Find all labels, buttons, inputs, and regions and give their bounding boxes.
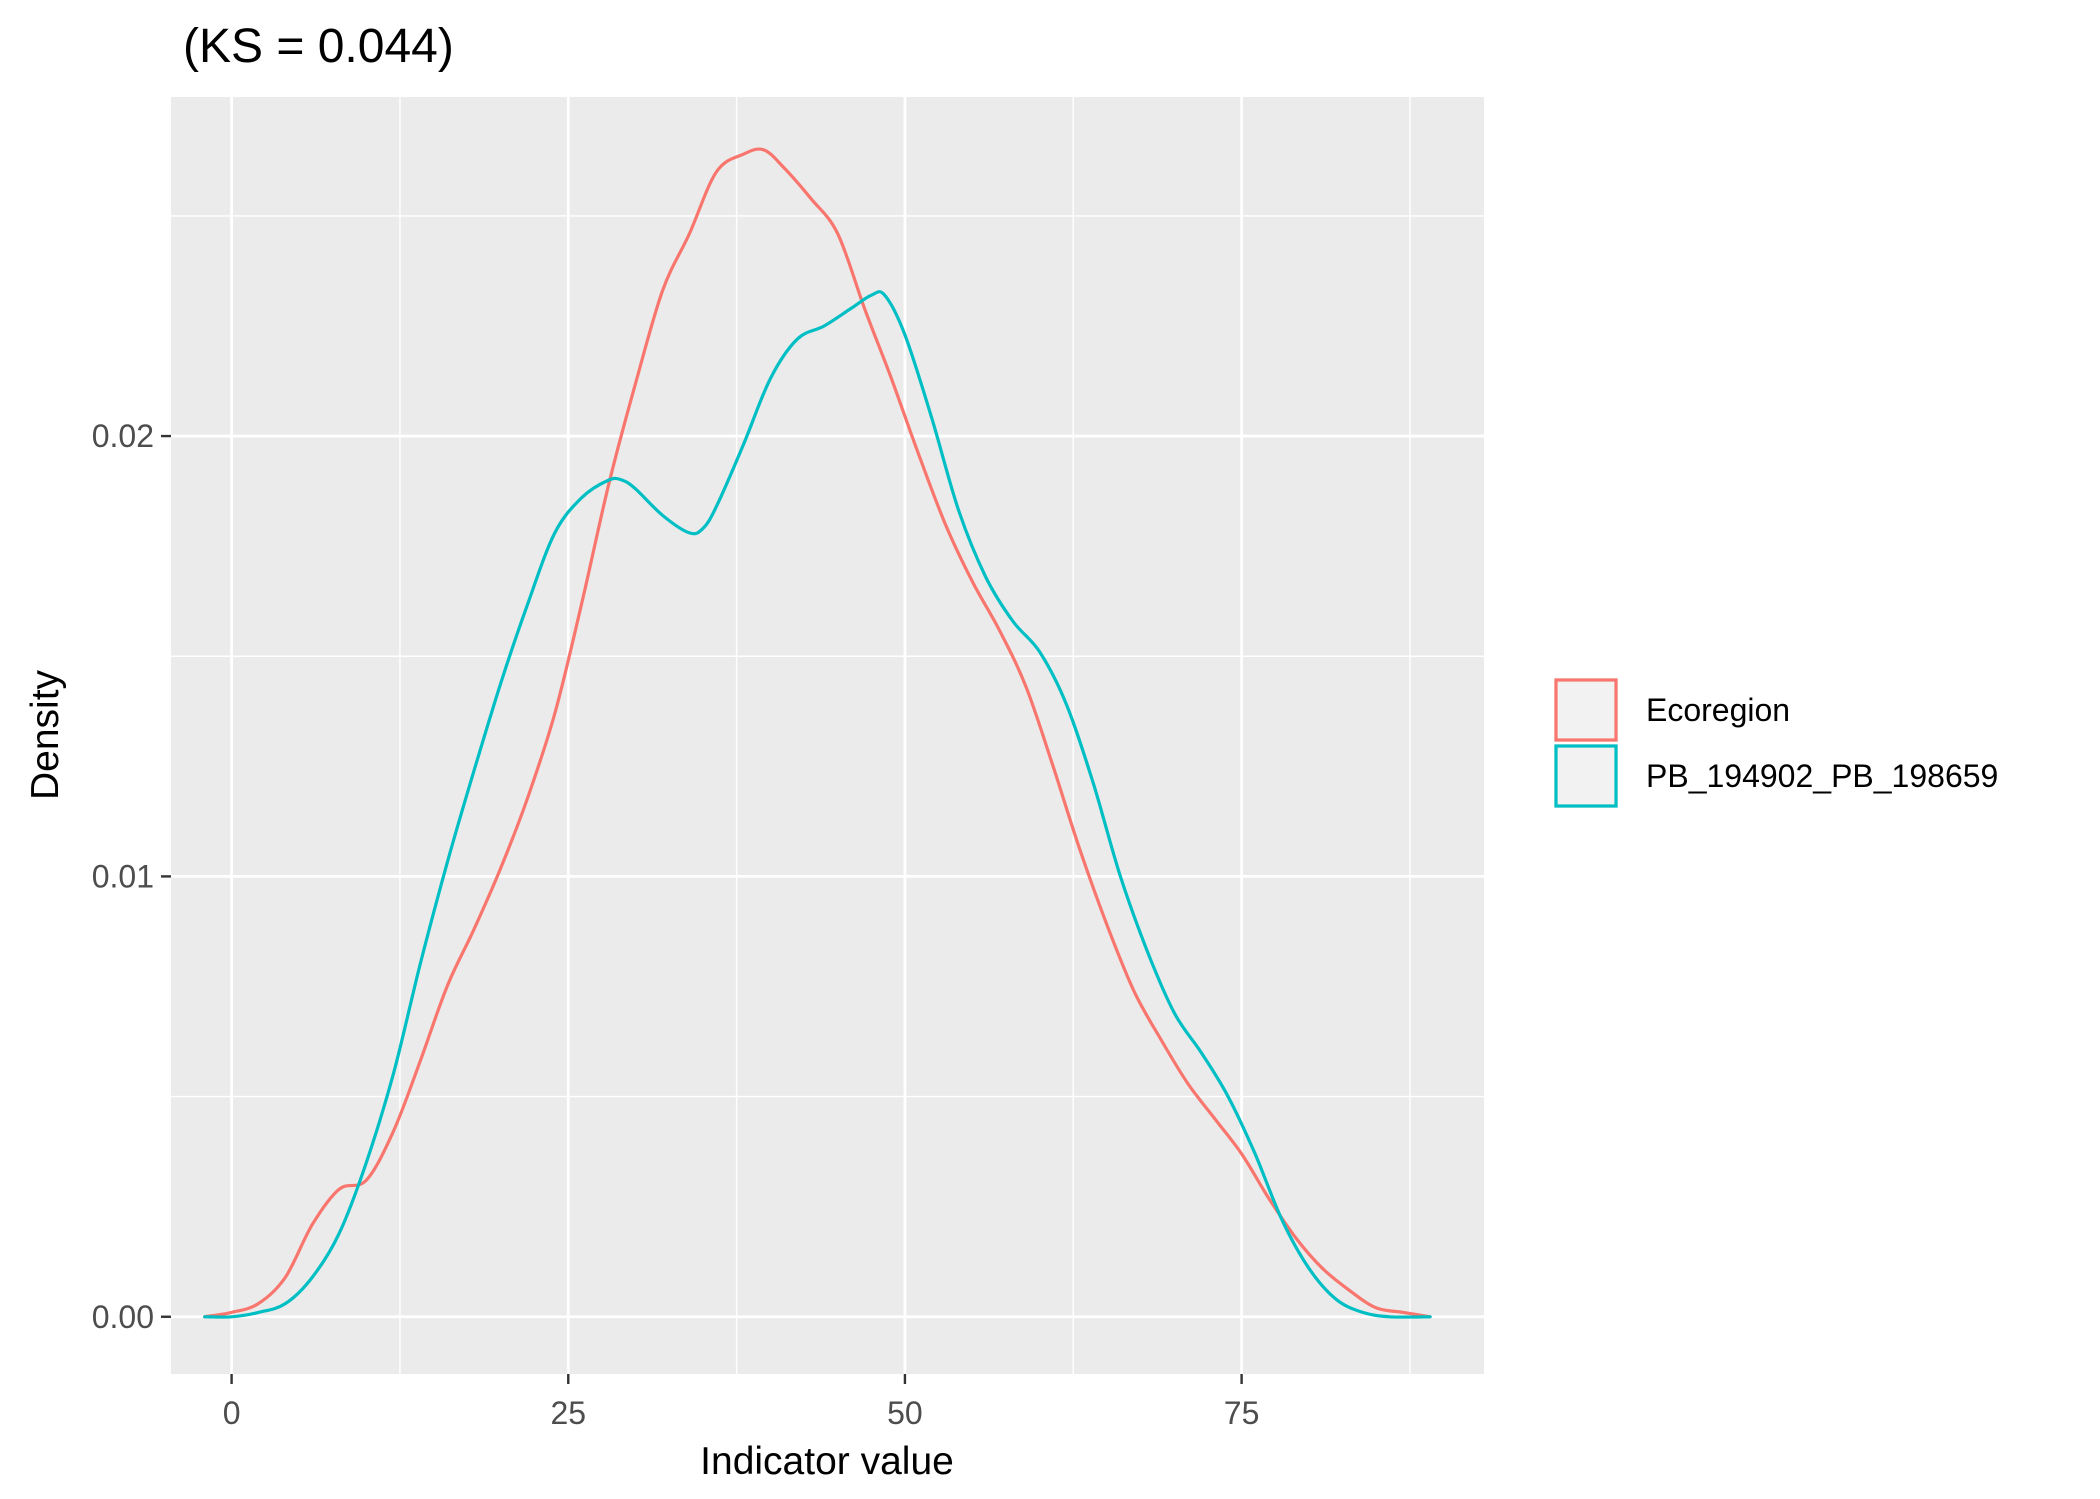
minor-gridlines	[171, 97, 1484, 1374]
legend-key-background	[1554, 744, 1618, 808]
legend-label: PB_194902_PB_198659	[1646, 758, 1998, 794]
plot-panel	[171, 97, 1484, 1374]
x-axis-title: Indicator value	[700, 1440, 954, 1483]
legend-key-swatch	[1554, 744, 1618, 808]
density-line-series-2	[203, 290, 1432, 1319]
density-lines	[203, 147, 1432, 1319]
x-tick-label: 0	[223, 1395, 241, 1431]
x-tick-label: 25	[550, 1395, 586, 1431]
legend: Ecoregion PB_194902_PB_198659	[1554, 678, 1998, 808]
legend-key-background	[1554, 678, 1618, 742]
chart-title: (KS = 0.044)	[183, 20, 454, 73]
x-tick-label: 50	[887, 1395, 923, 1431]
x-tick-label: 75	[1224, 1395, 1260, 1431]
y-axis-title: Density	[24, 669, 67, 800]
y-tick-label: 0.01	[92, 858, 154, 894]
major-gridlines	[171, 97, 1484, 1374]
legend-label: Ecoregion	[1646, 692, 1790, 728]
x-axis: 0 25 50 75	[223, 1374, 1260, 1431]
density-line-series-1	[203, 147, 1432, 1319]
legend-key-swatch	[1554, 678, 1618, 742]
y-tick-label: 0.00	[92, 1299, 154, 1335]
y-tick-label: 0.02	[92, 418, 154, 454]
y-axis: 0.00 0.01 0.02	[92, 418, 171, 1335]
